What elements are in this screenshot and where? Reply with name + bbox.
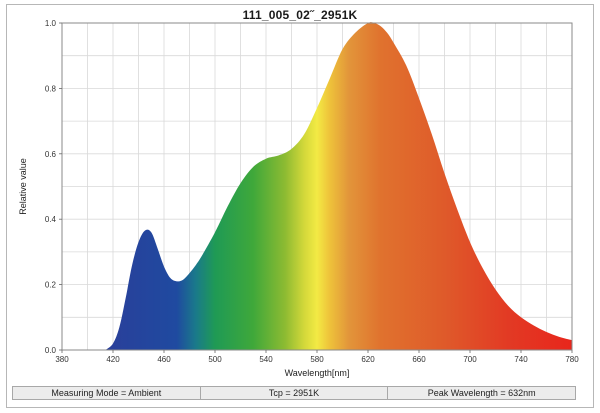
peak-wavelength-status: Peak Wavelength = 632nm	[427, 388, 536, 398]
y-tick-label: 0.2	[45, 281, 57, 290]
x-tick-label: 740	[514, 355, 528, 364]
spectrum-area	[105, 22, 572, 350]
tcp-status: Tcp = 2951K	[201, 387, 389, 399]
axes	[59, 22, 573, 353]
x-tick-label: 380	[55, 355, 69, 364]
tick-labels: 380 420 460 500 540 580 620 660 700 740 780 0.0 0.2 0…	[45, 19, 579, 364]
measuring-mode-status: Measuring Mode = Ambient	[13, 387, 201, 399]
x-tick-label: 500	[208, 355, 222, 364]
spectrum-area-layer	[105, 22, 572, 350]
x-axis-label: Wavelength[nm]	[285, 368, 350, 378]
y-tick-label: 0.0	[45, 346, 57, 355]
chart-title: 111_005_02˝_2951K	[242, 8, 358, 22]
y-tick-label: 0.8	[45, 84, 57, 93]
y-tick-label: 0.6	[45, 150, 57, 159]
y-tick-label: 1.0	[45, 19, 57, 28]
x-tick-label: 660	[412, 355, 426, 364]
x-tick-label: 420	[106, 355, 120, 364]
x-tick-label: 540	[259, 355, 273, 364]
x-tick-label: 580	[310, 355, 324, 364]
status-bar: Measuring Mode = Ambient Tcp = 2951K Pea…	[12, 386, 576, 400]
y-axis-label: Relative value	[18, 158, 28, 215]
x-tick-label: 700	[463, 355, 477, 364]
x-tick-label: 460	[157, 355, 171, 364]
x-tick-label: 780	[565, 355, 579, 364]
y-tick-label: 0.4	[45, 215, 57, 224]
x-tick-label: 620	[361, 355, 375, 364]
